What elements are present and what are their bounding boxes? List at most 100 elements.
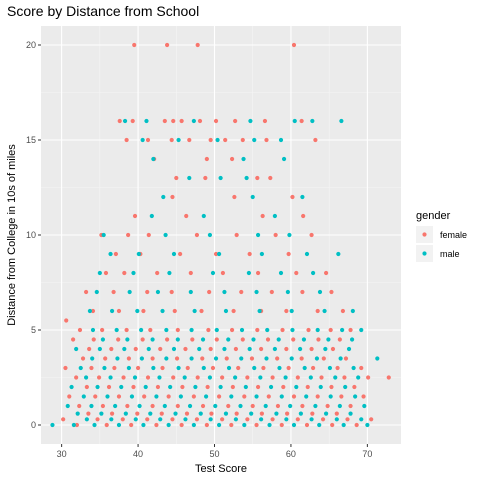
data-point — [120, 417, 125, 422]
data-point — [167, 270, 172, 276]
data-point — [233, 375, 238, 380]
data-point — [116, 394, 122, 399]
data-point — [126, 232, 131, 238]
data-point — [262, 118, 268, 124]
data-point — [314, 356, 320, 361]
data-point — [254, 422, 259, 428]
data-point — [311, 270, 316, 276]
data-point — [342, 375, 347, 380]
data-point — [117, 118, 122, 124]
data-point — [359, 417, 364, 422]
data-point — [366, 375, 371, 380]
data-point — [63, 365, 68, 371]
data-point — [216, 422, 222, 428]
data-point — [337, 337, 342, 342]
data-point — [171, 375, 176, 380]
data-point — [222, 346, 227, 352]
data-point — [291, 337, 296, 342]
data-point — [318, 384, 323, 390]
data-point — [197, 118, 203, 124]
data-point — [233, 417, 239, 422]
data-point — [285, 411, 290, 416]
data-point — [239, 356, 244, 361]
data-point — [145, 375, 151, 380]
data-point — [86, 411, 91, 416]
data-point — [286, 251, 291, 257]
data-point — [191, 118, 196, 124]
data-point — [71, 337, 76, 342]
data-point — [132, 375, 138, 380]
data-point — [99, 411, 104, 416]
data-point — [272, 213, 277, 219]
data-point — [154, 422, 159, 428]
data-point — [105, 394, 110, 399]
data-point — [163, 232, 168, 238]
data-point — [97, 346, 102, 352]
data-point — [214, 337, 219, 342]
data-point — [135, 365, 141, 371]
x-tick-label: 50 — [209, 449, 219, 459]
data-point — [132, 213, 138, 219]
data-point — [90, 327, 96, 333]
data-point — [317, 422, 322, 428]
data-point — [263, 403, 268, 409]
data-point — [112, 365, 117, 371]
data-point — [326, 337, 331, 342]
data-point — [191, 394, 196, 399]
data-point — [252, 137, 257, 143]
data-point — [215, 137, 220, 143]
data-point — [321, 356, 326, 361]
data-point — [226, 365, 232, 371]
data-point — [216, 394, 222, 399]
data-point — [343, 356, 349, 361]
data-point — [142, 394, 147, 399]
data-point — [270, 417, 275, 422]
data-point — [267, 422, 272, 428]
data-point — [337, 403, 342, 409]
data-point — [161, 194, 166, 200]
data-point — [208, 417, 213, 422]
data-point — [311, 365, 316, 371]
data-point — [114, 327, 119, 333]
data-point — [122, 346, 127, 352]
data-point — [179, 422, 184, 428]
data-point — [129, 394, 135, 399]
data-point — [229, 156, 235, 162]
data-point — [334, 411, 339, 416]
data-point — [375, 356, 380, 361]
data-point — [201, 213, 206, 219]
data-point — [259, 411, 264, 416]
data-point — [210, 270, 216, 276]
data-point — [200, 403, 206, 409]
data-point — [64, 318, 69, 323]
legend-label-female: female — [440, 230, 467, 240]
data-point — [309, 417, 314, 422]
data-point — [200, 356, 205, 361]
data-point — [362, 403, 367, 409]
data-point — [188, 289, 193, 295]
data-point — [334, 417, 339, 422]
data-point — [139, 356, 144, 361]
data-point — [365, 422, 370, 428]
data-point — [292, 118, 297, 124]
data-point — [264, 356, 269, 361]
legend: gender female male — [416, 210, 467, 262]
data-point — [252, 365, 257, 371]
data-point — [304, 422, 310, 428]
data-point — [254, 394, 259, 399]
series-female — [61, 42, 391, 428]
data-point — [294, 270, 299, 276]
data-point — [281, 384, 286, 390]
x-tick-label: 40 — [133, 449, 143, 459]
data-point — [259, 417, 264, 422]
data-point — [207, 375, 213, 380]
data-point — [274, 411, 279, 416]
data-point — [65, 403, 70, 409]
data-point — [275, 356, 280, 361]
data-point — [244, 175, 249, 181]
data-point — [209, 411, 214, 416]
data-point — [74, 346, 79, 352]
data-point — [144, 118, 149, 124]
data-point — [369, 417, 374, 422]
data-point — [83, 375, 89, 380]
